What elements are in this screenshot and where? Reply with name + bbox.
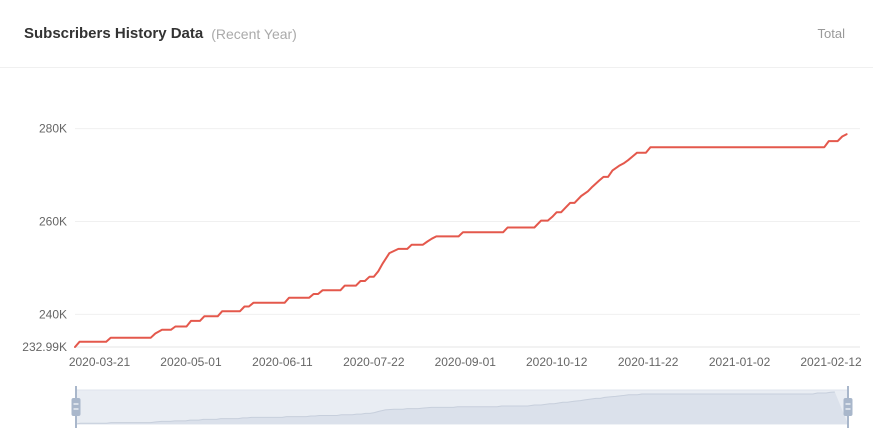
page-subtitle: (Recent Year) [211,26,297,42]
x-axis-tick-label: 2020-10-12 [526,355,588,369]
y-axis-tick-label: 280K [39,122,67,136]
y-axis-tick-label: 260K [39,215,67,229]
x-axis-tick-label: 2021-01-02 [709,355,771,369]
x-axis-tick-label: 2020-03-21 [69,355,131,369]
legend-item-total[interactable]: Total [818,26,845,41]
datazoom-slider[interactable] [0,383,873,431]
x-axis-tick-label: 2020-06-11 [252,355,313,369]
x-axis-tick-label: 2020-07-22 [343,355,405,369]
page-title: Subscribers History Data [24,25,203,42]
subscribers-line-chart: 240K 260K 280K 232.99K2020-03-21 2020-05-01 2… [0,68,873,383]
y-axis-min-label: 232.99K [22,340,67,354]
y-axis-tick-label: 240K [39,307,67,321]
chart-header: Subscribers History Data (Recent Year) T… [0,0,873,68]
x-axis-tick-label: 2020-05-01 [160,355,222,369]
subscribers-series-line [75,134,847,347]
x-axis-tick-label: 2021-02-12 [800,355,862,369]
slider-handle-left[interactable] [72,398,81,416]
slider-handle-right[interactable] [844,398,853,416]
x-axis-tick-label: 2020-11-22 [618,355,679,369]
x-axis-tick-label: 2020-09-01 [435,355,497,369]
